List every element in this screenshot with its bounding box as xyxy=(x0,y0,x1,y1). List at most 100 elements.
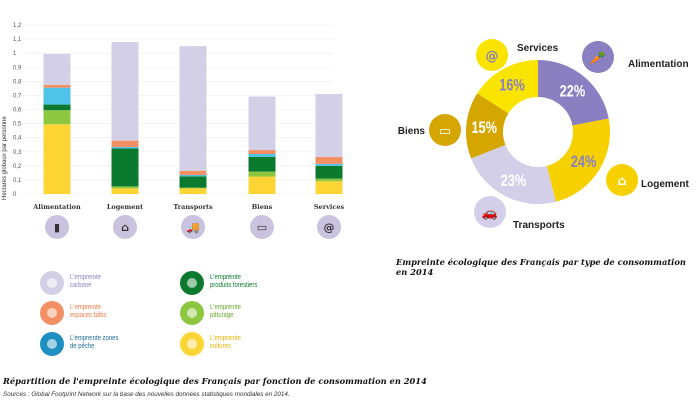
monitor-icon: ▭ xyxy=(429,114,461,146)
legend-label-line2: carbone xyxy=(70,282,92,289)
y-tick-label: 0,1 xyxy=(13,178,22,184)
bar-segment xyxy=(248,96,276,151)
legend-label-line1: L'empreinte xyxy=(210,304,241,311)
truck-icon: 🚚 xyxy=(181,215,205,239)
y-tick-label: 0,5 xyxy=(13,122,22,128)
bar-segment xyxy=(179,188,207,194)
slice-category-label: Biens xyxy=(398,126,426,137)
house-icon: ⌂ xyxy=(113,215,137,239)
legend-label-line2: cultures xyxy=(210,343,231,350)
slice-percent-label: 23% xyxy=(501,171,527,190)
cooling-tower-icon xyxy=(40,271,64,295)
monitor-icon: ▭ xyxy=(250,215,274,239)
at-icon: @ xyxy=(476,39,508,71)
slice-percent-label: 15% xyxy=(471,118,497,137)
bar-segment xyxy=(43,87,71,105)
legend-label-line1: L'empreinte zones xyxy=(70,335,119,342)
bar-segment xyxy=(43,53,71,85)
legend-label-line2: espaces bâtis xyxy=(70,312,107,319)
slice-percent-label: 24% xyxy=(571,152,597,171)
bar-segment xyxy=(248,176,276,194)
legend-item: L'empreinte pâturage xyxy=(210,304,241,320)
bar-segment xyxy=(179,174,207,177)
slice-percent-label: 22% xyxy=(560,82,586,101)
donut-slice xyxy=(477,60,538,114)
bar-segment xyxy=(43,104,71,111)
legend-label-line2: pâturage xyxy=(210,312,234,319)
bar-segment xyxy=(315,181,343,194)
donut-slice xyxy=(471,144,556,205)
bar-segment xyxy=(179,46,207,171)
bar-segment xyxy=(248,171,276,177)
sources-note: Sources : Global Footprint Network sur l… xyxy=(3,391,290,398)
legend-label-line1: L'empreinte xyxy=(210,274,241,281)
boat-icon xyxy=(40,332,64,356)
slice-category-label: Logement xyxy=(641,179,689,190)
legend-label-line1: L'empreinte xyxy=(70,274,101,281)
cow-icon xyxy=(180,301,204,325)
svg-text:▮: ▮ xyxy=(54,221,60,234)
svg-text:🚗: 🚗 xyxy=(482,206,498,221)
donut-slice xyxy=(538,60,609,126)
slice-category-label: Transports xyxy=(513,220,565,231)
house-icon: ⌂ xyxy=(606,164,638,196)
legend-item: L'empreinte produits forestiers xyxy=(210,274,257,290)
y-tick-label: 0,4 xyxy=(13,136,22,142)
legend-label-line2: de pêche xyxy=(70,343,95,350)
donut-chart-caption: Empreinte écologique des Français par ty… xyxy=(396,257,686,277)
bar-segment xyxy=(111,188,139,194)
carrot-icon: 🥕 xyxy=(582,41,614,73)
y-tick-label: 1,2 xyxy=(13,23,22,29)
bar-segment xyxy=(43,110,71,125)
at-icon: @ xyxy=(317,215,341,239)
bar-segment xyxy=(179,170,207,175)
legend-label-line1: L'empreinte xyxy=(210,335,241,342)
y-tick-label: 0,6 xyxy=(13,108,22,114)
x-tick-label: Alimentation xyxy=(32,203,81,211)
bar-segment xyxy=(179,187,207,189)
barn-icon xyxy=(180,271,204,295)
carrot-icon: ▮ xyxy=(45,215,69,239)
legend-item: L'empreinte cultures xyxy=(210,335,241,351)
legend-label-line2: produits forestiers xyxy=(210,282,258,289)
slice-percent-label: 16% xyxy=(499,76,525,95)
tractor-icon xyxy=(180,332,204,356)
svg-text:@: @ xyxy=(486,49,499,64)
y-axis-label: Hectares globaux par personne xyxy=(2,116,8,200)
y-tick-label: 0,7 xyxy=(13,93,22,99)
y-tick-label: 1,1 xyxy=(13,37,22,43)
bar-segment xyxy=(111,140,139,147)
svg-text:🚚: 🚚 xyxy=(186,221,200,234)
slice-category-label: Services xyxy=(517,43,559,54)
legend-label-line1: L'empreinte xyxy=(70,304,101,311)
legend-item: L'empreinte carbone xyxy=(70,274,101,290)
y-tick-label: 0 xyxy=(13,192,17,198)
donut-slice xyxy=(466,93,509,159)
bar-segment xyxy=(111,186,139,189)
bar-segment xyxy=(315,178,343,182)
bar-segment xyxy=(315,165,343,179)
bar-segment xyxy=(179,176,207,188)
bar-segment xyxy=(315,94,343,157)
svg-text:@: @ xyxy=(324,221,335,234)
svg-text:⌂: ⌂ xyxy=(121,221,129,234)
y-tick-label: 1 xyxy=(13,51,17,57)
x-tick-label: Services xyxy=(314,203,345,211)
bar-segment xyxy=(111,146,139,149)
car-icon: 🚗 xyxy=(474,196,506,228)
bar-segment xyxy=(111,148,139,187)
bar-segment xyxy=(43,84,71,88)
bar-segment xyxy=(315,156,343,164)
y-tick-label: 0,3 xyxy=(13,150,22,156)
svg-text:▭: ▭ xyxy=(257,221,267,234)
bar-segment xyxy=(315,163,343,166)
svg-text:🥕: 🥕 xyxy=(590,50,606,66)
x-tick-label: Transports xyxy=(173,203,213,211)
bar-segment xyxy=(43,124,71,194)
y-tick-label: 0,2 xyxy=(13,164,22,170)
streetlight-icon xyxy=(40,301,64,325)
y-tick-label: 0,8 xyxy=(13,79,22,85)
bar-segment xyxy=(248,154,276,157)
svg-text:▭: ▭ xyxy=(439,124,451,139)
